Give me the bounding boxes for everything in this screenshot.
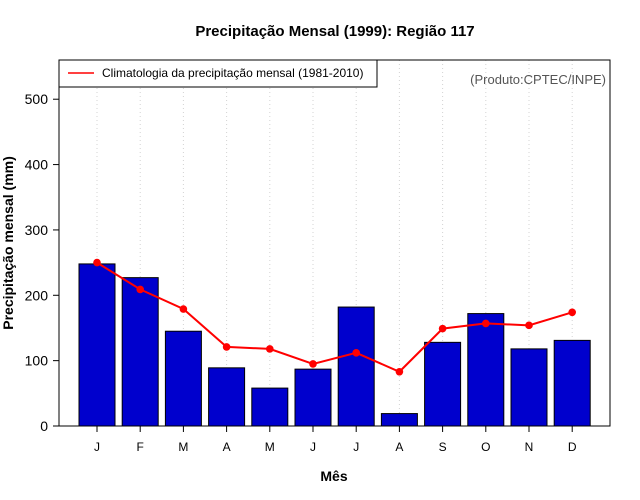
climatology-polyline (96, 261, 573, 373)
bar-9 (424, 341, 462, 427)
y-tick-label: 100 (25, 353, 49, 369)
y-tick-label: 300 (25, 222, 49, 238)
climatology-point-11 (525, 321, 533, 330)
x-tick-label: D (568, 440, 577, 454)
x-tick-label: J (310, 440, 316, 454)
x-tick-label: S (439, 440, 447, 454)
x-tick-label: J (94, 440, 100, 454)
bar-8 (380, 413, 418, 427)
bar-3 (164, 330, 202, 427)
climatology-point-12 (568, 308, 576, 317)
bar-2 (121, 277, 159, 427)
x-tick-label: N (525, 440, 534, 454)
y-axis: 0 100 200 300 400 500 (25, 91, 59, 434)
legend-label-climatology: Climatologia da precipitação mensal (198… (102, 66, 363, 80)
climatology-line (93, 258, 576, 376)
x-tick-label: A (395, 440, 403, 454)
legend-box (58, 59, 378, 88)
bar-5 (251, 387, 289, 427)
x-tick-label: M (265, 440, 275, 454)
x-tick-label: A (223, 440, 231, 454)
x-tick-label: F (137, 440, 144, 454)
y-tick-label: 200 (25, 287, 49, 303)
climatology-point-5 (266, 345, 274, 353)
climatology-point-2 (136, 285, 144, 294)
bar-1 (78, 263, 116, 427)
bar-6 (294, 368, 332, 427)
bars (78, 263, 591, 427)
y-axis-label: Precipitação mensal (mm) (0, 156, 16, 330)
climatology-point-3 (179, 305, 188, 313)
climatology-point-9 (438, 324, 447, 333)
bar-4 (208, 367, 246, 427)
bar-11 (510, 348, 548, 427)
x-tick-label: O (481, 440, 490, 454)
climatology-point-4 (222, 343, 231, 351)
x-tick-label: M (178, 440, 188, 454)
y-tick-label: 500 (25, 91, 49, 107)
climatology-point-6 (309, 360, 317, 368)
bar-12 (553, 339, 591, 427)
climatology-point-8 (395, 367, 404, 376)
climatology-point-7 (352, 349, 361, 357)
y-tick-label: 400 (25, 157, 49, 173)
x-axis-label: Mês (320, 468, 347, 484)
bar-7 (337, 306, 375, 427)
chart-title: Precipitação Mensal (1999): Região 117 (195, 23, 474, 40)
credit-text: (Produto:CPTEC/INPE) (470, 72, 606, 87)
climatology-point-1 (93, 258, 101, 267)
y-tick-label: 0 (40, 418, 48, 434)
legend: Climatologia da precipitação mensal (198… (58, 59, 378, 88)
bar-10 (467, 313, 505, 427)
x-tick-label: J (353, 440, 359, 454)
climatology-point-10 (482, 319, 490, 328)
